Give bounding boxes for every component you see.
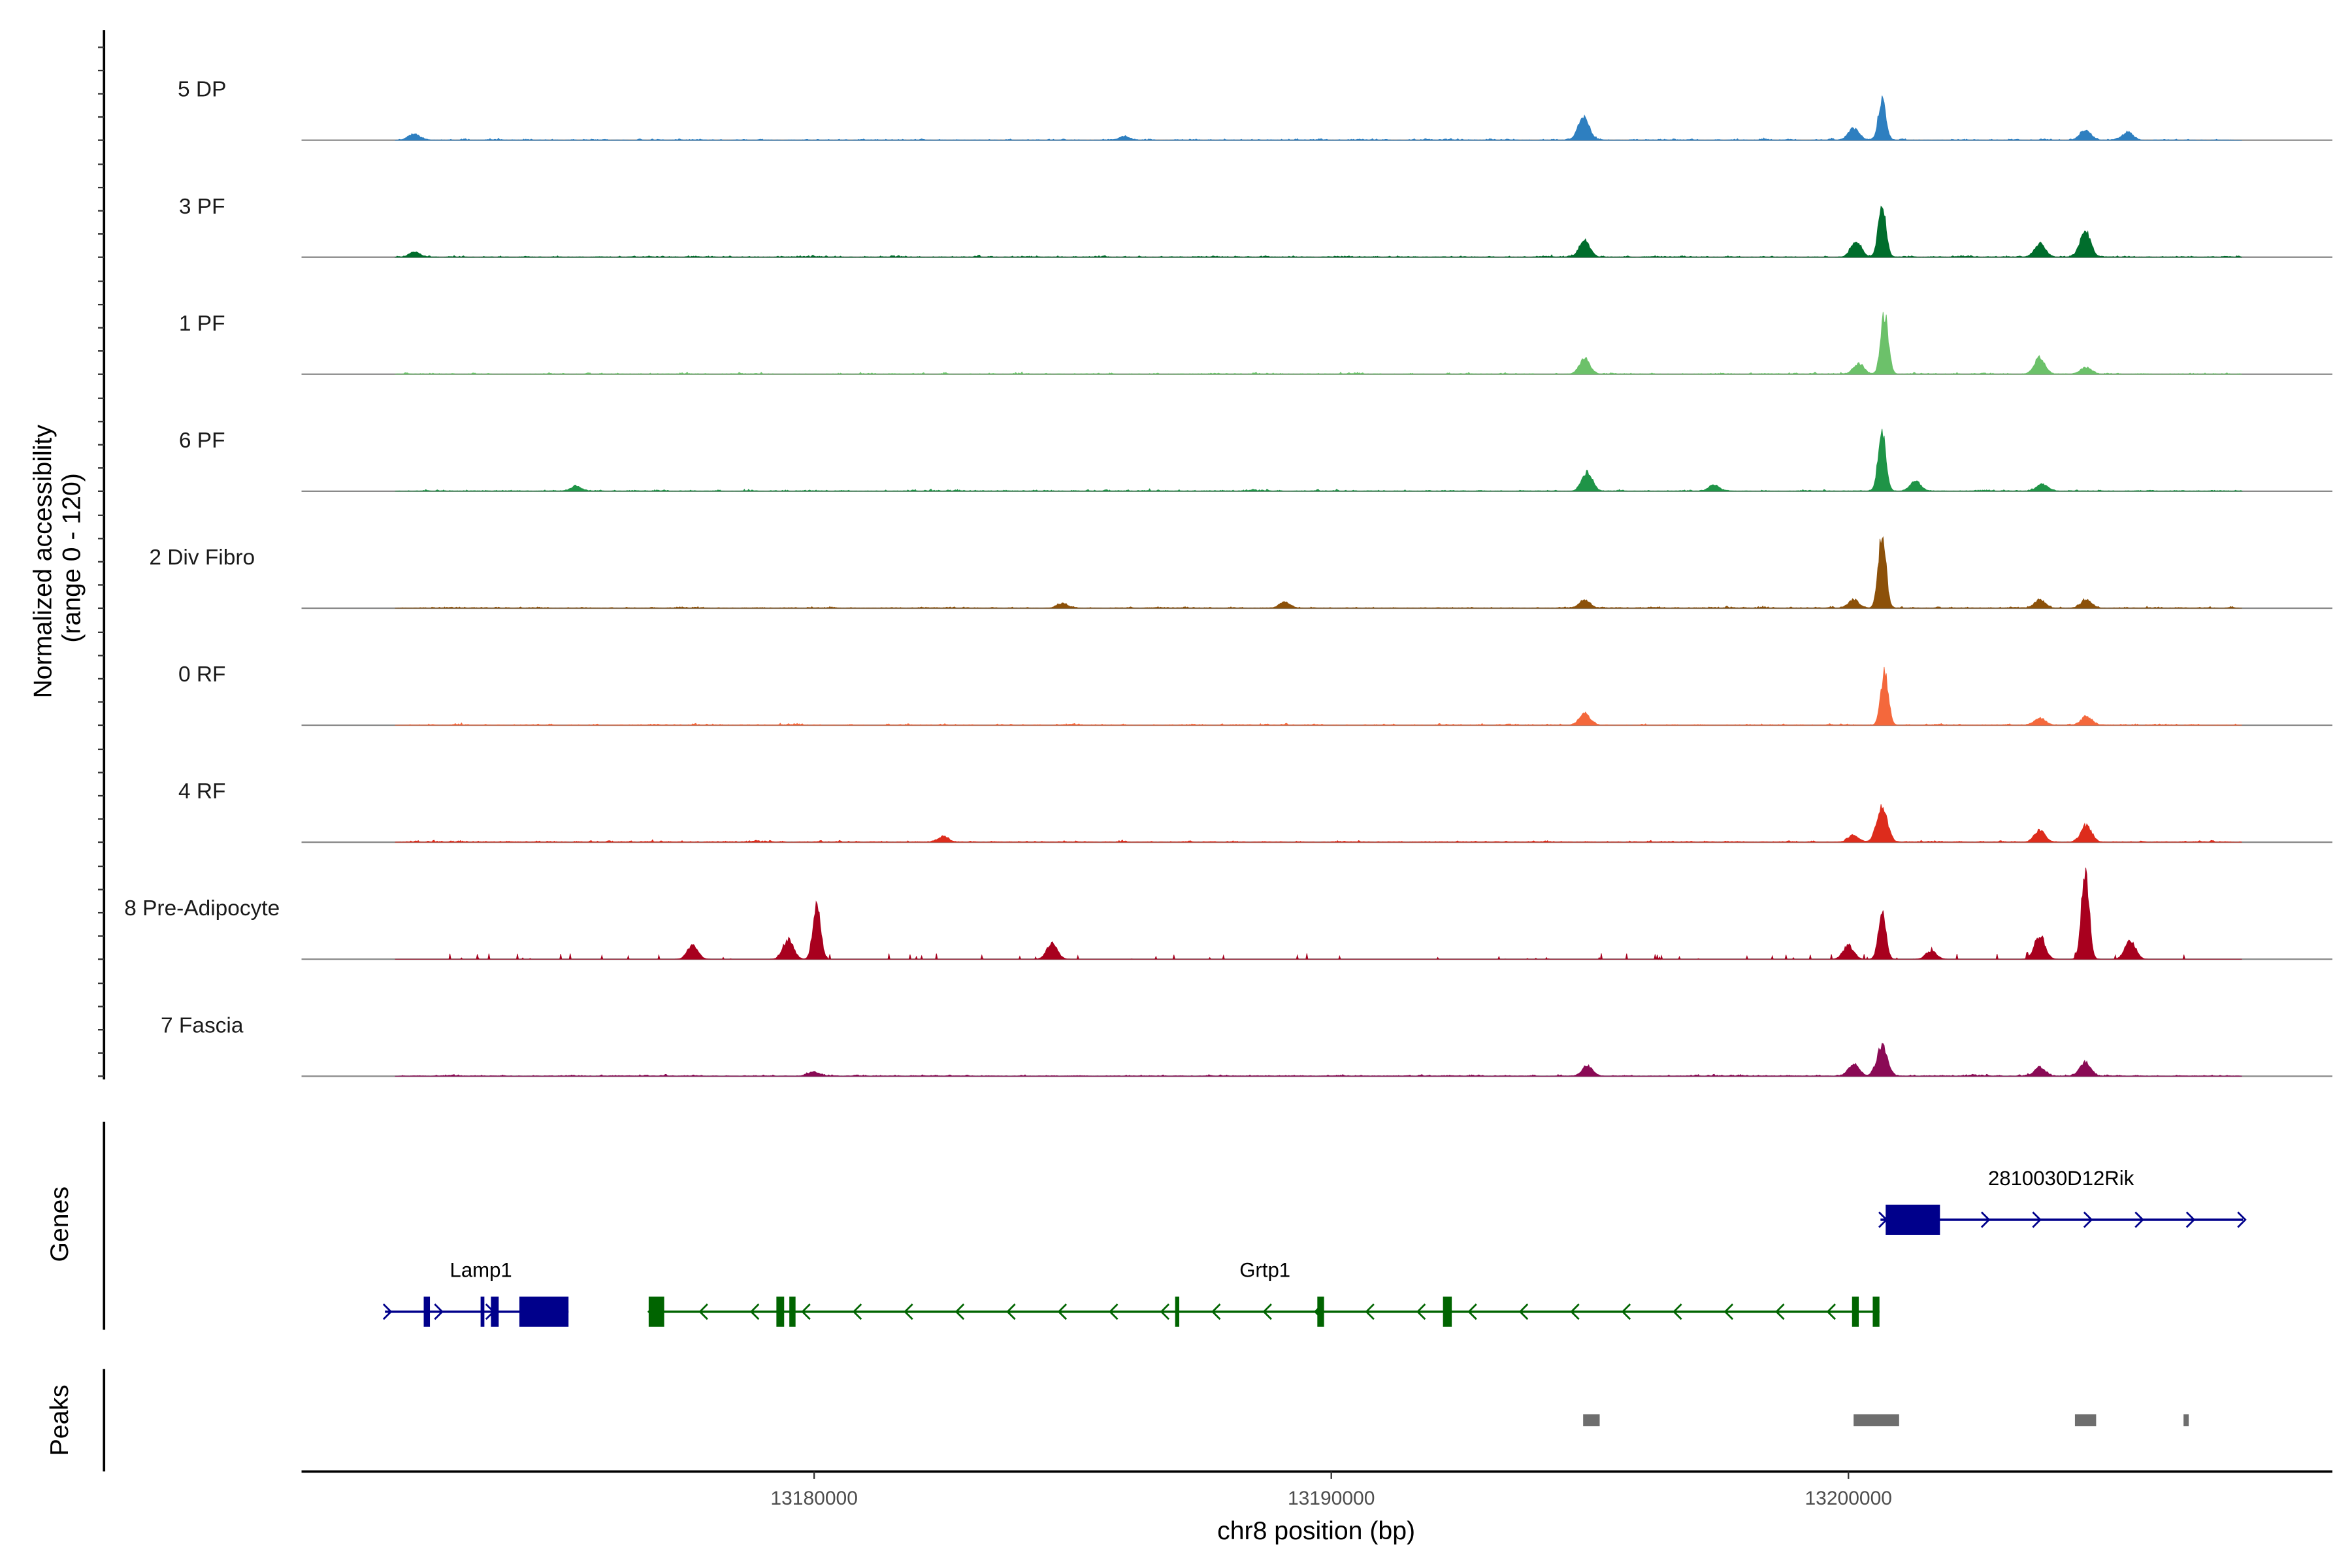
exon xyxy=(1443,1296,1452,1327)
track-label: 1 PF xyxy=(179,312,225,336)
exon xyxy=(776,1296,785,1327)
y-axis-title: Normalized accessibility (range 0 - 120) xyxy=(28,417,86,698)
strand-arrow-icon xyxy=(1723,1303,1734,1320)
strand-arrow-icon xyxy=(1109,1303,1119,1320)
exon xyxy=(648,1296,664,1327)
strand-arrow-icon xyxy=(1467,1303,1477,1320)
track-6-pf: 6 PF xyxy=(179,429,2332,492)
coverage-area xyxy=(395,205,2242,258)
strand-arrow-icon xyxy=(1518,1303,1529,1320)
strand-arrow-icon xyxy=(1826,1303,1836,1320)
track-4-rf: 4 RF xyxy=(178,779,2332,843)
exon xyxy=(480,1296,485,1327)
strand-arrow-icon xyxy=(904,1303,913,1320)
peak-region xyxy=(1583,1414,1600,1427)
coverage-area xyxy=(395,95,2242,141)
coverage-area xyxy=(395,868,2242,960)
x-tick-label: 13190000 xyxy=(1288,1488,1375,1509)
y-axis-title-line1: Normalized accessibility xyxy=(28,425,57,698)
track-2-div-fibro: 2 Div Fibro xyxy=(149,536,2332,610)
strand-arrow-icon xyxy=(434,1303,444,1320)
coverage-area xyxy=(395,1043,2242,1077)
coverage-area xyxy=(395,804,2242,843)
coverage-area xyxy=(395,312,2242,375)
exon xyxy=(1872,1296,1880,1327)
x-tick-label: 13200000 xyxy=(1805,1488,1891,1509)
track-7-fascia: 7 Fascia xyxy=(161,1013,2332,1077)
exon xyxy=(1886,1204,1940,1235)
coverage-area xyxy=(395,666,2242,726)
track-label: 4 RF xyxy=(178,779,226,804)
peak-region xyxy=(2074,1414,2097,1427)
strand-arrow-icon xyxy=(955,1303,965,1320)
exon xyxy=(1175,1296,1179,1327)
strand-arrow-icon xyxy=(1775,1303,1785,1320)
strand-arrow-icon xyxy=(1365,1303,1375,1320)
strand-arrow-icon xyxy=(2237,1211,2247,1228)
peak-region xyxy=(1854,1414,1899,1427)
coverage-area xyxy=(395,429,2243,492)
track-label: 2 Div Fibro xyxy=(149,546,255,570)
y-axis xyxy=(98,30,106,1472)
track-label: 3 PF xyxy=(179,195,225,219)
strand-arrow-icon xyxy=(1057,1303,1068,1320)
track-label: 5 DP xyxy=(178,78,226,102)
strand-arrow-icon xyxy=(1262,1303,1272,1320)
exon xyxy=(491,1296,499,1327)
peaks-panel-label: Peaks xyxy=(45,1384,74,1456)
track-1-pf: 1 PF xyxy=(179,312,2332,375)
track-label: 7 Fascia xyxy=(161,1013,244,1037)
strand-arrow-icon xyxy=(2032,1211,2042,1228)
x-tick-label: 13180000 xyxy=(770,1488,857,1509)
strand-arrow-icon xyxy=(2185,1211,2196,1228)
peak-region xyxy=(2183,1414,2189,1427)
track-label: 8 Pre-Adipocyte xyxy=(124,896,280,921)
track-3-pf: 3 PF xyxy=(179,195,2332,258)
strand-arrow-icon xyxy=(852,1303,862,1320)
exon xyxy=(1317,1296,1324,1327)
track-label: 0 RF xyxy=(178,662,226,687)
strand-arrow-icon xyxy=(2134,1211,2144,1228)
strand-arrow-icon xyxy=(1160,1303,1169,1320)
exon xyxy=(423,1296,431,1327)
gene-label: 2810030D12Rik xyxy=(1988,1167,2134,1190)
track-0-rf: 0 RF xyxy=(178,662,2332,727)
track-5-dp: 5 DP xyxy=(178,78,2332,141)
x-axis-title: chr8 position (bp) xyxy=(1217,1516,1415,1545)
strand-arrow-icon xyxy=(382,1303,393,1320)
exon xyxy=(1852,1296,1859,1327)
strand-arrow-icon xyxy=(698,1303,708,1320)
strand-arrow-icon xyxy=(1211,1303,1221,1320)
gene-label: Grtp1 xyxy=(1239,1259,1290,1282)
strand-arrow-icon xyxy=(2083,1211,2093,1228)
strand-arrow-icon xyxy=(1980,1211,1991,1228)
strand-arrow-icon xyxy=(1416,1303,1426,1320)
coverage-tracks: 5 DP 3 PF 1 PF 6 PF 2 Div Fibro 0 RF 4 RF 8 Pre… xyxy=(124,78,2332,1077)
peaks-panel xyxy=(1583,1414,2189,1427)
strand-arrow-icon xyxy=(1673,1303,1682,1320)
strand-arrow-icon xyxy=(1006,1303,1016,1320)
genes-panel-label: Genes xyxy=(45,1186,74,1262)
y-axis-title-line2: (range 0 - 120) xyxy=(57,473,86,642)
gene-grtp1: Grtp1 xyxy=(647,1259,1880,1327)
strand-arrow-icon xyxy=(749,1303,760,1320)
exon xyxy=(519,1296,569,1327)
track-8-pre-adipocyte: 8 Pre-Adipocyte xyxy=(124,868,2332,960)
genes-panel: Lamp1 Grtp1 2810030D12Rik xyxy=(382,1167,2247,1327)
strand-arrow-icon xyxy=(801,1303,811,1320)
exon xyxy=(789,1296,796,1327)
strand-arrow-icon xyxy=(1621,1303,1631,1320)
track-label: 6 PF xyxy=(179,429,225,453)
x-axis: 13180000 13190000 13200000 chr8 position… xyxy=(301,1470,2332,1545)
gene-2810030d12rik: 2810030D12Rik xyxy=(1878,1167,2247,1235)
strand-arrow-icon xyxy=(1570,1303,1580,1320)
gene-lamp1: Lamp1 xyxy=(382,1259,569,1327)
gene-label: Lamp1 xyxy=(450,1259,512,1282)
coverage-area xyxy=(395,536,2242,609)
